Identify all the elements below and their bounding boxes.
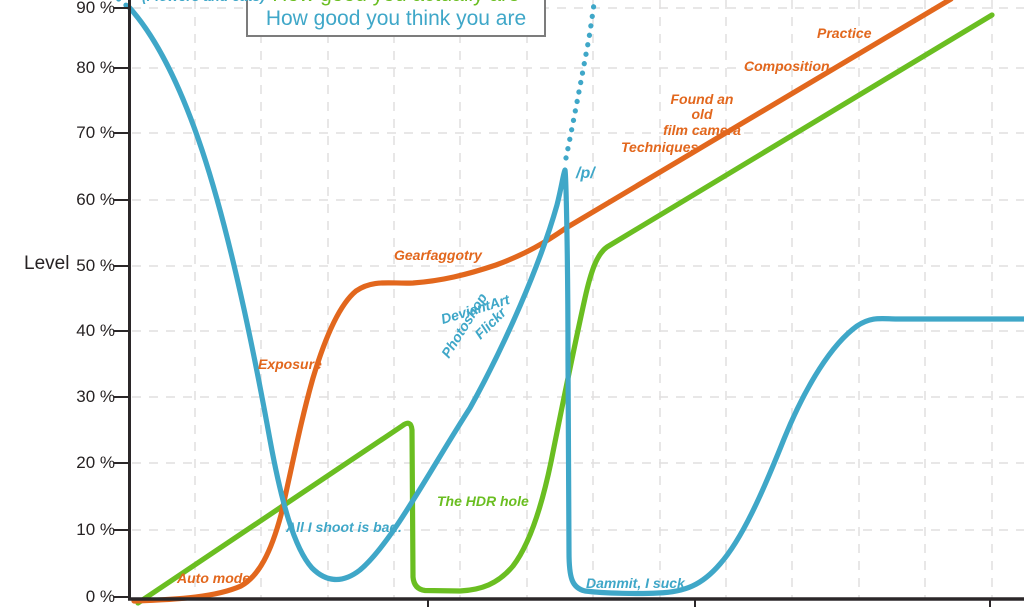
y-tick-20: 20 % <box>76 453 115 472</box>
y-tick-50: 50 % <box>76 256 115 275</box>
green-actual-skill-curve <box>135 12 995 606</box>
all-i-shoot-is-bad-label: All I shoot is bad. <box>286 519 402 535</box>
dammit-i-suck-label: Dammit, I suck <box>586 575 685 591</box>
auto-mode-label: Auto mode <box>177 570 251 586</box>
y-tick-80: 80 % <box>76 58 115 77</box>
gearfaggotry-label: Gearfaggotry <box>394 247 482 263</box>
y-axis-title: Level <box>24 253 70 274</box>
techniques-label: Techniques <box>621 139 699 155</box>
practice-label: Practice <box>817 25 872 41</box>
flowers-and-cats-label: (Flowers and cats) <box>142 0 265 4</box>
found-old-film-camera-label: Found an old film camera <box>663 91 741 138</box>
axes <box>114 0 1024 607</box>
legend-box: How good you actually are How good you t… <box>246 0 546 37</box>
hdr-hole-label: The HDR hole <box>437 493 529 509</box>
y-tick-30: 30 % <box>76 387 115 406</box>
blue-think-curve <box>125 3 1024 597</box>
exposure-label: Exposure <box>258 356 322 372</box>
y-tick-60: 60 % <box>76 190 115 209</box>
p-board-label: /p/ <box>576 165 595 182</box>
blue-dotted-extrapolation <box>563 0 598 161</box>
y-tick-40: 40 % <box>76 321 115 340</box>
y-tick-90: 90 % <box>76 0 115 17</box>
legend-think-label: How good you think you are <box>265 6 527 30</box>
y-tick-10: 10 % <box>76 520 115 539</box>
legend-actual-label: How good you actually are <box>272 0 519 7</box>
y-tick-70: 70 % <box>76 123 115 142</box>
blue-dotted-start-fragment <box>115 0 130 9</box>
composition-label: Composition <box>744 58 830 74</box>
orange-knowledge-curve <box>131 0 954 604</box>
y-tick-0: 0 % <box>85 587 115 606</box>
